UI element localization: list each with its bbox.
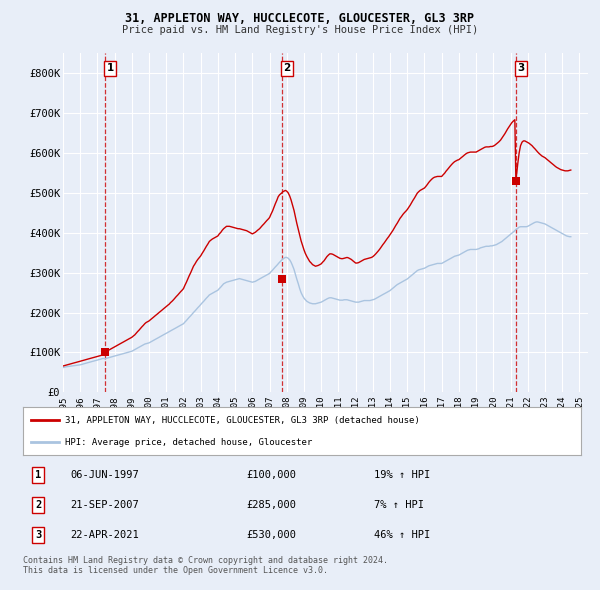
Text: HPI: Average price, detached house, Gloucester: HPI: Average price, detached house, Glou… <box>65 438 312 447</box>
Text: Contains HM Land Registry data © Crown copyright and database right 2024.
This d: Contains HM Land Registry data © Crown c… <box>23 556 388 575</box>
Text: 22-APR-2021: 22-APR-2021 <box>70 530 139 540</box>
Text: 46% ↑ HPI: 46% ↑ HPI <box>374 530 431 540</box>
Text: 19% ↑ HPI: 19% ↑ HPI <box>374 470 431 480</box>
Text: 1: 1 <box>107 63 114 73</box>
Text: 06-JUN-1997: 06-JUN-1997 <box>70 470 139 480</box>
Text: 3: 3 <box>517 63 524 73</box>
Text: 7% ↑ HPI: 7% ↑ HPI <box>374 500 424 510</box>
Text: 2: 2 <box>35 500 41 510</box>
Text: 31, APPLETON WAY, HUCCLECOTE, GLOUCESTER, GL3 3RP (detached house): 31, APPLETON WAY, HUCCLECOTE, GLOUCESTER… <box>65 416 419 425</box>
Text: 21-SEP-2007: 21-SEP-2007 <box>70 500 139 510</box>
Text: £100,000: £100,000 <box>246 470 296 480</box>
Text: 2: 2 <box>283 63 291 73</box>
Text: 3: 3 <box>35 530 41 540</box>
Text: £285,000: £285,000 <box>246 500 296 510</box>
Text: 1: 1 <box>35 470 41 480</box>
Text: 31, APPLETON WAY, HUCCLECOTE, GLOUCESTER, GL3 3RP: 31, APPLETON WAY, HUCCLECOTE, GLOUCESTER… <box>125 12 475 25</box>
Text: £530,000: £530,000 <box>246 530 296 540</box>
Text: Price paid vs. HM Land Registry's House Price Index (HPI): Price paid vs. HM Land Registry's House … <box>122 25 478 35</box>
